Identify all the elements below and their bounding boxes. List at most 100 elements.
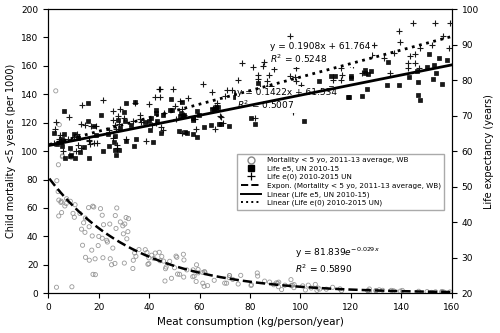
Point (298, 283, 306, 288)
Point (146, 102, 154, 107)
Point (262, 85, 270, 90)
Point (196, 113, 203, 118)
Point (136, 117, 144, 122)
Point (60, 109, 68, 114)
Point (255, 94, 263, 99)
Point (53, 178, 61, 183)
Point (446, 45, 454, 51)
Point (91, 256, 99, 261)
Point (99, 97, 107, 102)
Point (142, 247, 150, 252)
Legend: Mortality < 5 yo, 2011-13 average, WB, Life e5, UN 2010-15, Life e(0) 2010-2015 : Mortality < 5 yo, 2011-13 average, WB, L… (237, 154, 444, 210)
Point (108, 118, 116, 123)
Point (384, 59, 392, 64)
Point (225, 275, 233, 280)
Point (290, 39, 298, 44)
Point (290, 103, 298, 108)
Point (288, 49, 296, 54)
Point (338, 65, 345, 71)
Point (104, 131, 112, 137)
Point (128, 118, 136, 123)
Point (98, 113, 106, 118)
Point (110, 133, 118, 139)
Point (330, 77, 338, 82)
Point (190, 273, 198, 279)
Point (288, 283, 296, 288)
Point (416, 46, 424, 51)
Point (248, 91, 256, 96)
Point (92, 272, 100, 277)
Point (209, 106, 217, 111)
Point (375, 287, 383, 292)
Point (178, 131, 186, 136)
Y-axis label: Child mortality <5 years (per 1000): Child mortality <5 years (per 1000) (6, 64, 16, 238)
Point (129, 266, 137, 271)
Point (55, 197, 63, 203)
Point (224, 123, 232, 129)
Point (446, 21, 454, 26)
Point (259, 106, 267, 112)
Point (266, 279, 274, 285)
Point (423, 289, 431, 294)
Point (82, 215, 90, 221)
Point (290, 282, 298, 287)
Point (76, 150, 84, 155)
Point (395, 29, 403, 34)
Point (90, 141, 98, 146)
Point (194, 108, 202, 113)
Point (363, 86, 371, 91)
Point (316, 286, 324, 292)
Point (344, 94, 351, 99)
Point (251, 95, 259, 100)
Point (110, 140, 118, 145)
Point (130, 143, 138, 149)
Point (328, 91, 336, 96)
Point (440, 289, 448, 295)
Point (366, 288, 374, 294)
Point (92, 133, 100, 138)
Point (116, 125, 124, 130)
Point (273, 59, 281, 64)
Text: y = 0.1908x + 61.764
$R^2$ = 0.5248: y = 0.1908x + 61.764 $R^2$ = 0.5248 (270, 42, 370, 65)
Point (272, 107, 280, 112)
Point (200, 124, 208, 129)
Point (112, 143, 120, 148)
Point (248, 115, 256, 120)
Point (226, 273, 234, 278)
Point (113, 205, 121, 211)
Point (72, 149, 80, 154)
Point (211, 127, 219, 132)
Point (84, 205, 92, 210)
Point (130, 258, 138, 263)
Point (416, 97, 424, 103)
Point (236, 273, 244, 278)
Point (212, 106, 220, 112)
Point (68, 284, 76, 289)
Point (154, 86, 162, 91)
Point (171, 103, 179, 109)
Point (166, 97, 174, 102)
Point (248, 282, 256, 287)
Point (217, 121, 225, 126)
Point (404, 66, 412, 71)
Point (90, 204, 98, 210)
Point (446, 289, 454, 295)
Point (54, 162, 62, 167)
Point (148, 252, 156, 258)
Point (122, 137, 130, 142)
Point (425, 51, 433, 57)
Point (313, 288, 321, 293)
Point (121, 221, 129, 227)
Point (238, 61, 246, 66)
Point (234, 78, 241, 83)
Point (62, 201, 70, 206)
Point (254, 273, 262, 279)
Point (265, 73, 273, 78)
Point (106, 221, 114, 227)
Point (104, 128, 112, 133)
Point (112, 126, 120, 131)
Point (286, 33, 294, 39)
Point (247, 283, 255, 288)
Point (210, 107, 218, 113)
Point (78, 242, 86, 248)
